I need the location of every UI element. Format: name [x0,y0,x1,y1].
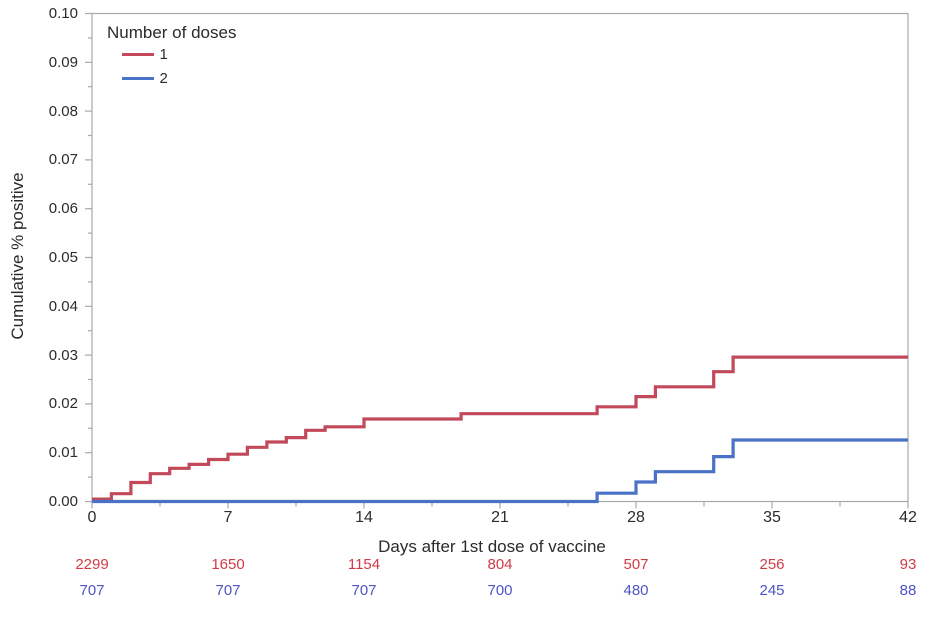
at-risk-count-dose-2: 707 [215,582,241,599]
y-tick-label: 0.06 [48,200,78,218]
x-axis-title: Days after 1st dose of vaccine [378,537,606,556]
legend-entry-dose-2: 2 [107,67,236,91]
at-risk-count-dose-2: 88 [899,582,917,599]
y-tick-label: 0.09 [48,53,78,71]
at-risk-count-dose-2: 707 [351,582,377,599]
y-tick-label: 0.01 [48,444,78,462]
x-tick-label: 0 [87,509,97,526]
dose-1-line-swatch [122,53,154,57]
x-tick-label: 14 [355,509,373,526]
dose-2-line-swatch [122,76,154,80]
y-tick-label: 0.07 [48,151,78,169]
legend-entry-label-dose-1: 1 [159,46,168,64]
at-risk-count-dose-1: 804 [487,556,513,573]
y-tick-label: 0.04 [48,297,78,315]
at-risk-count-dose-1: 1650 [211,556,245,573]
y-tick-label: 0.08 [48,102,78,120]
x-tick-label: 35 [763,509,781,526]
at-risk-count-dose-2: 245 [759,582,785,599]
at-risk-count-dose-1: 93 [899,556,917,573]
x-tick-label: 28 [627,509,645,526]
legend: Number of doses 1 2 [107,22,236,90]
at-risk-count-dose-1: 1154 [347,556,381,573]
series-dose-1-step-line [92,355,908,501]
legend-entry-dose-1: 1 [107,43,236,67]
at-risk-count-dose-2: 707 [79,582,105,599]
y-axis-title: Cumulative % positive [8,172,27,340]
y-tick-label: 0.03 [48,346,78,364]
y-tick-label: 0.05 [48,249,78,266]
legend-title: Number of doses [107,23,237,42]
legend-entry-label-dose-2: 2 [159,69,168,87]
at-risk-count-dose-1: 2299 [75,556,109,573]
at-risk-count-dose-2: 700 [487,582,513,599]
y-tick-label: 0.02 [48,395,78,413]
x-tick-label: 7 [223,509,233,526]
x-tick-label: 42 [899,509,917,526]
at-risk-count-dose-2: 480 [623,582,649,599]
at-risk-count-dose-1: 507 [623,556,649,573]
y-tick-label: 0.00 [48,493,78,510]
at-risk-count-dose-1: 256 [759,556,785,573]
y-tick-label: 0.10 [48,5,78,22]
x-tick-label: 21 [491,509,509,526]
series-dose-2-step-line [92,438,908,504]
